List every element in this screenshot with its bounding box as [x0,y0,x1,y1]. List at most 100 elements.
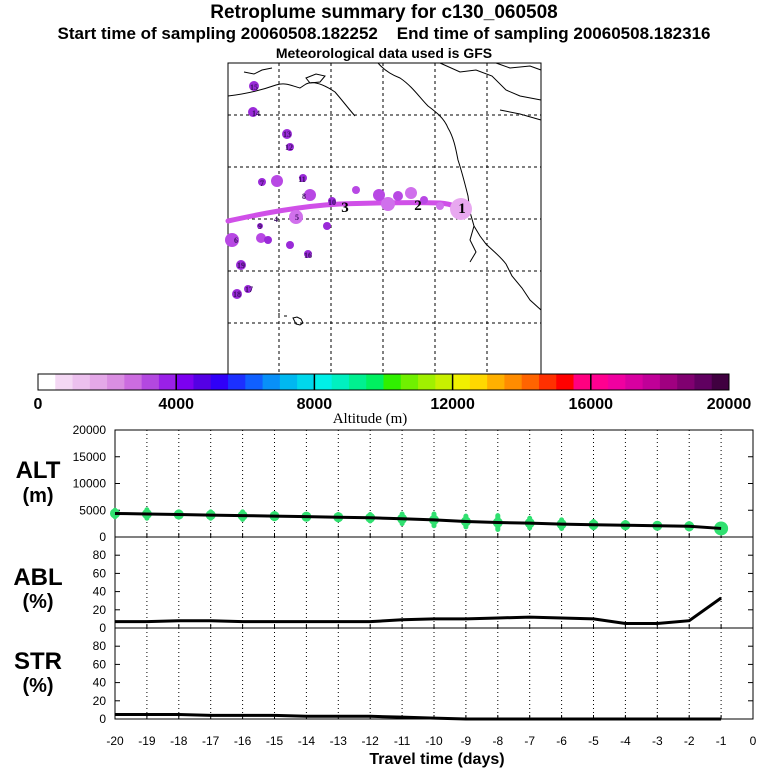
colorbar-cell [677,374,695,390]
trajectory-dot [249,81,259,91]
colorbar-cell [262,374,281,390]
start-time: Start time of sampling 20060508.182252 [57,24,378,43]
colorbar-cell [573,374,592,390]
y-tick-label: 20000 [73,423,107,437]
trajectory-dot [420,196,428,204]
y-tick-label: 10000 [73,477,107,491]
str-line [115,712,722,721]
colorbar-cell [158,374,177,390]
colorbar-cell [608,374,626,390]
trajectory-dot [352,186,360,194]
panel-label: ALT [16,457,61,484]
map-gridlines [228,63,541,374]
day-label: 4 [274,215,278,224]
day-label: 6 [234,236,238,245]
colorbar-cell [297,374,315,390]
colorbar-cell [435,374,454,390]
trajectory-dot [381,197,395,211]
colorbar-cell [383,374,402,390]
colorbar-cell [348,374,367,390]
y-tick-label: 40 [93,585,107,599]
colorbar-tick: 8000 [297,396,333,413]
panel-str: 80 60 40 20 0 STR(%) [14,627,754,726]
x-tick-label: -19 [138,734,156,748]
x-tick-label: -9 [461,734,472,748]
alt-mean-line [114,511,722,530]
colorbar-cell [590,374,609,390]
x-tick-label: -2 [684,734,695,748]
colorbar-frame [37,373,730,391]
colorbar-cell [176,374,194,390]
x-tick-label: -17 [202,734,220,748]
day-label: 14 [252,109,260,118]
day-label: 13 [283,130,291,139]
colorbar-cell [107,374,125,390]
trajectory-dot [257,223,263,229]
x-tick-label: -14 [298,734,316,748]
trajectory-dot [258,178,266,186]
colorbar-cell [245,374,264,390]
x-tick-label: -1 [716,734,727,748]
y-tick-label: 0 [99,530,106,544]
x-tick-label: -8 [492,734,503,748]
x-tick-label: -7 [524,734,535,748]
colorbar-cell [452,374,471,390]
trajectory-dot [323,222,331,230]
y-tick-label: 60 [93,566,107,580]
day-label: 8 [302,192,306,201]
colorbar-cell [228,374,246,390]
x-tick-label: -4 [620,734,631,748]
end-time: End time of sampling 20060508.182316 [396,24,711,43]
y-tick-label: 20 [93,694,107,708]
day-label: 12 [285,143,293,152]
trajectory-dot [405,187,417,199]
colorbar-cell [193,374,212,390]
colorbar-cell [625,374,644,390]
panel-units: (%) [22,591,53,613]
trajectory-dot [248,107,258,117]
trajectory-dot [304,250,312,258]
colorbar-cell [521,374,540,390]
y-tick-label: 40 [93,676,107,690]
colorbar-cell [89,374,108,390]
x-tick-label: -13 [330,734,348,748]
colorbar-cell [141,374,160,390]
colorbar-dividers [175,374,592,390]
colorbar-cell [314,374,333,390]
trajectory-dot [299,174,307,182]
y-tick-label: 60 [93,657,107,671]
panel-frame [114,536,754,629]
y-tick-label: 5000 [79,503,106,517]
sampling-times: Start time of sampling 20060508.182252 E… [0,24,768,44]
colorbar-cell [38,374,56,390]
colorbar-cell [504,374,523,390]
day-label: 3 [341,200,349,216]
colorbar-cell [331,374,350,390]
colorbar-cell [642,374,661,390]
colorbar-ticks: 0 4000 8000 12000 16000 20000 [34,396,752,413]
trajectory-dot [436,202,444,210]
trajectory-dot [286,241,294,249]
colorbar-cell [418,374,436,390]
colorbar-cells [38,374,730,390]
colorbar-cell [55,374,74,390]
trajectory-dot [244,285,252,293]
day-label: 9 [258,222,262,231]
x-tick-label: -11 [394,734,411,748]
day-label: 5 [295,213,299,222]
x-tick-label: -18 [170,734,188,748]
colorbar-label: Altitude (m) [333,411,408,427]
colorbar-cell [400,374,419,390]
x-tick-label: -3 [652,734,663,748]
panel-units: (m) [22,485,53,507]
y-tick-label: 0 [99,712,106,726]
x-tick-label: -6 [556,734,567,748]
x-tick-label: -16 [234,734,252,748]
colorbar-tick: 12000 [430,396,475,413]
x-tick-label: -5 [588,734,599,748]
panel-units: (%) [22,675,53,697]
day-label: 15 [250,83,258,92]
x-tick-label: 0 [750,734,757,748]
x-axis-label: Travel time (days) [369,751,504,768]
